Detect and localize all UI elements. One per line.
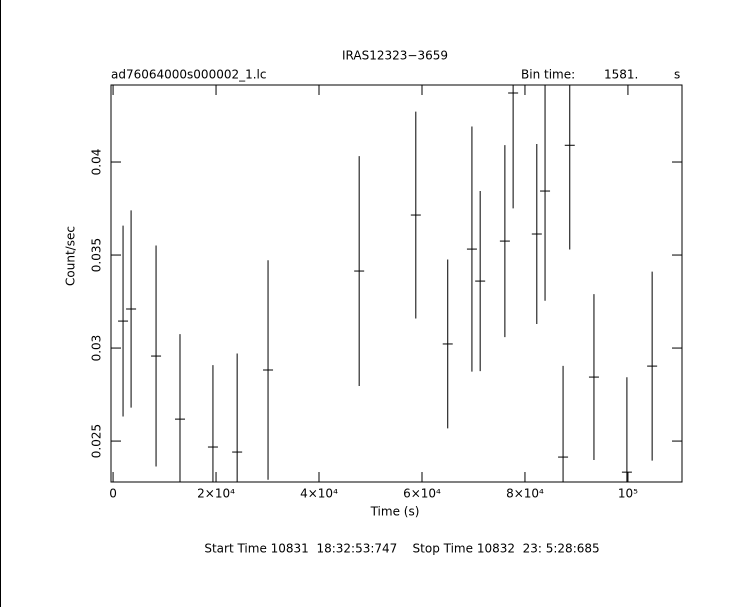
x-tick-label: 8×10⁴: [506, 487, 544, 501]
bin-time: 1581.: [604, 68, 638, 82]
y-tick-label: 0.025: [90, 424, 104, 458]
y-tick-label: 0.03: [90, 335, 104, 362]
plot-area: [118, 85, 658, 482]
x-tick-label: 6×10⁴: [403, 487, 441, 501]
file-name: ad76064000s000002_1.lc: [111, 68, 267, 82]
bin-time-unit: s: [674, 68, 680, 82]
y-axis-label: Count/sec: [64, 226, 78, 286]
y-tick-label: 0.04: [90, 149, 104, 176]
x-tick-label: 0: [109, 487, 117, 501]
footer: Start Time 10831 18:32:53:747 Stop Time …: [204, 542, 599, 556]
x-tick-label: 2×10⁴: [197, 487, 235, 501]
plot-frame: [110, 84, 683, 483]
x-tick-label: 10⁵: [618, 487, 638, 501]
bin-time-label: Bin time:: [521, 68, 575, 82]
x-tick-label: 4×10⁴: [300, 487, 338, 501]
y-tick-label: 0.035: [90, 238, 104, 272]
x-axis-label: Time (s): [370, 505, 420, 519]
chart-title: IRAS12323−3659: [342, 49, 448, 63]
